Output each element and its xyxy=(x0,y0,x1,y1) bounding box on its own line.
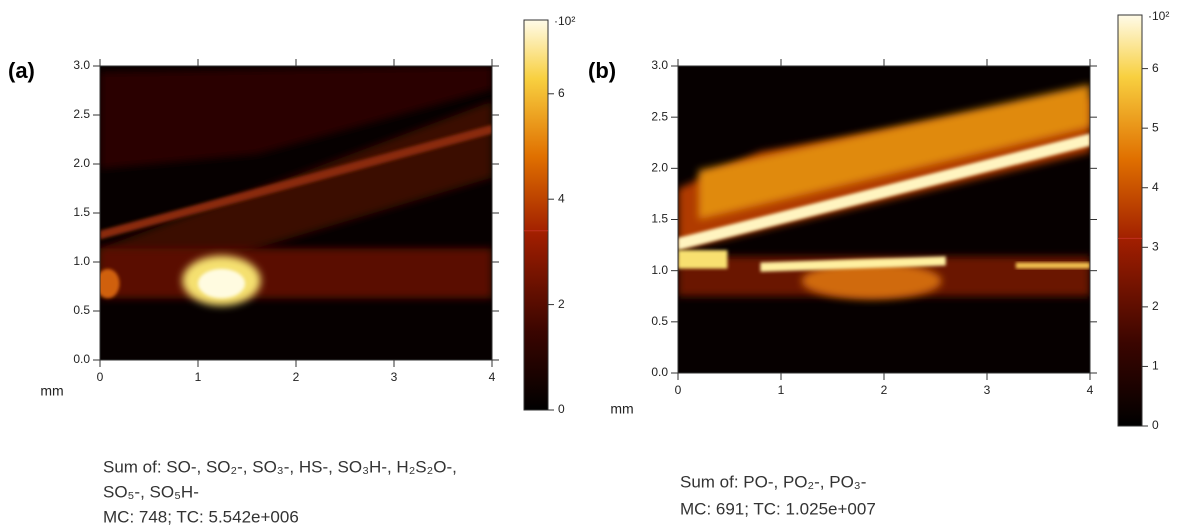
y-tick-label: 1.5 xyxy=(651,212,668,226)
colorbar-tick-label: 4 xyxy=(1152,180,1159,194)
y-tick-label: 3.0 xyxy=(73,58,90,72)
colorbar-tick-label: 2 xyxy=(558,297,565,311)
heatmap-feature xyxy=(100,101,492,296)
colorbar-tick-label: 0 xyxy=(558,402,565,416)
colorbar-tick-label: 6 xyxy=(558,86,565,100)
x-tick-label: 1 xyxy=(195,370,202,384)
colorbar-exponent: ·10² xyxy=(554,14,575,28)
x-tick-label: 1 xyxy=(778,383,785,397)
y-tick-label: 2.5 xyxy=(651,109,668,123)
y-tick-label: 0.5 xyxy=(651,314,668,328)
y-tick-label: 0.5 xyxy=(73,303,90,317)
heatmap-feature xyxy=(198,268,246,299)
heatmap-feature xyxy=(100,66,492,169)
x-unit-label: mm xyxy=(610,401,633,417)
heatmap-feature xyxy=(100,248,492,299)
x-tick-label: 4 xyxy=(1087,383,1094,397)
heatmap-feature xyxy=(100,268,120,299)
heatmap-feature xyxy=(678,250,728,269)
x-tick-label: 3 xyxy=(391,370,398,384)
heatmap-feature xyxy=(801,262,942,300)
x-tick-label: 3 xyxy=(984,383,991,397)
colorbar-tick-label: 1 xyxy=(1152,359,1159,373)
y-tick-label: 2.0 xyxy=(73,156,90,170)
colorbar xyxy=(523,19,549,411)
caption-line: MC: 748; TC: 5.542e+006 xyxy=(103,507,299,526)
heatmap-image xyxy=(100,66,492,360)
heatmap-image xyxy=(678,66,1090,373)
colorbar-exponent: ·10² xyxy=(1148,9,1169,23)
caption-line: Sum of: SO-, SO₂-, SO₃-, HS-, SO₃H-, H₂S… xyxy=(103,457,457,476)
y-tick-label: 3.0 xyxy=(651,58,668,72)
y-tick-label: 0.0 xyxy=(73,352,90,366)
panel-label: (a) xyxy=(8,58,35,83)
heatmap-feature xyxy=(678,133,1090,251)
caption-line: Sum of: PO-, PO₂-, PO₃- xyxy=(680,472,866,491)
x-tick-label: 0 xyxy=(97,370,104,384)
heatmap-feature xyxy=(1015,262,1090,269)
caption-line: SO₅-, SO₅H- xyxy=(103,482,199,501)
colorbar-tick-label: 5 xyxy=(1152,120,1159,134)
y-tick-label: 2.5 xyxy=(73,107,90,121)
y-tick-label: 2.0 xyxy=(651,161,668,175)
x-tick-label: 4 xyxy=(489,370,496,384)
y-tick-label: 0.0 xyxy=(651,365,668,379)
y-tick-label: 1.0 xyxy=(651,263,668,277)
colorbar-tick-label: 3 xyxy=(1152,239,1159,253)
y-tick-label: 1.5 xyxy=(73,205,90,219)
panel-label: (b) xyxy=(588,58,616,83)
heatmap-feature xyxy=(698,84,1090,220)
x-tick-label: 0 xyxy=(675,383,682,397)
y-tick-label: 1.0 xyxy=(73,254,90,268)
colorbar-tick-label: 6 xyxy=(1152,61,1159,75)
colorbar-tick-label: 0 xyxy=(1152,418,1159,432)
caption-line: MC: 691; TC: 1.025e+007 xyxy=(680,499,876,518)
colorbar-tick-label: 4 xyxy=(558,191,565,205)
colorbar xyxy=(1117,14,1143,427)
colorbar-tick-label: 2 xyxy=(1152,299,1159,313)
heatmap-feature xyxy=(760,256,946,272)
x-unit-label: mm xyxy=(40,383,63,399)
x-tick-label: 2 xyxy=(881,383,888,397)
heatmap-feature xyxy=(100,124,492,240)
x-tick-label: 2 xyxy=(293,370,300,384)
